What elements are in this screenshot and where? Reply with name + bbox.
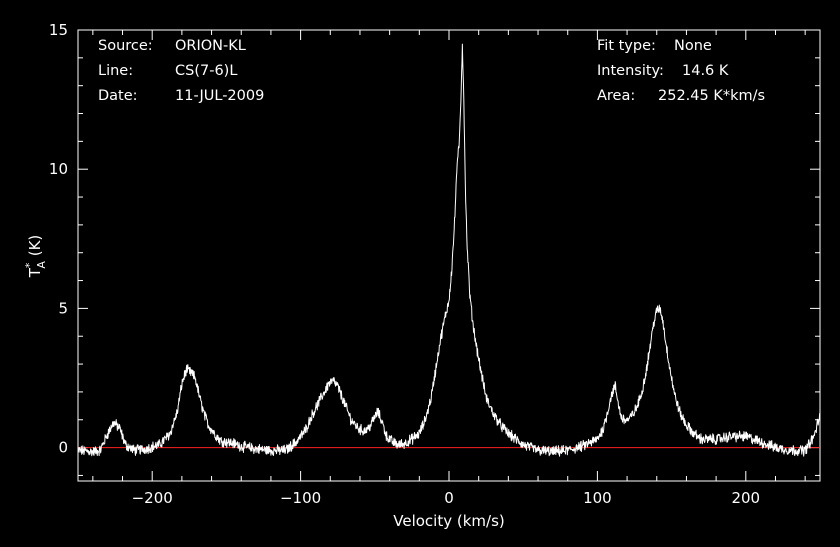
source-value: ORION-KL xyxy=(175,38,246,54)
line-value: CS(7-6)L xyxy=(175,63,237,79)
x-axis-title: Velocity (km/s) xyxy=(393,512,504,530)
axis-ticks xyxy=(78,29,820,481)
area-label: Area: xyxy=(597,88,635,104)
x-tick-label: 0 xyxy=(444,489,454,507)
spectrum-trace xyxy=(77,43,821,457)
line-label: Line: xyxy=(98,63,133,79)
intensity-value: 14.6 K xyxy=(682,63,729,79)
y-axis-title-unit: (K) xyxy=(26,235,44,261)
x-tick-label: 100 xyxy=(583,489,612,507)
area-value: 252.45 K*km/s xyxy=(658,88,765,104)
y-tick-label: 5 xyxy=(58,299,68,317)
x-tick-label: −200 xyxy=(132,489,173,507)
date-value: 11-JUL-2009 xyxy=(175,88,264,104)
source-label: Source: xyxy=(98,38,153,54)
y-tick-label: 15 xyxy=(49,21,68,39)
intensity-label: Intensity: xyxy=(597,63,664,79)
y-tick-label: 10 xyxy=(49,160,68,178)
y-axis-title: T*A (K) xyxy=(23,235,48,279)
y-axis-title-sup: * xyxy=(23,262,36,268)
fit-type-value: None xyxy=(674,38,712,54)
fit-type-label: Fit type: xyxy=(597,38,656,54)
y-tick-label: 0 xyxy=(58,439,68,457)
axis-tick-labels: −200 −100 0 100 200 0 5 10 15 xyxy=(49,21,760,507)
x-tick-label: −100 xyxy=(280,489,321,507)
y-axis-title-base: T xyxy=(26,267,44,278)
y-axis-title-sub: A xyxy=(35,261,48,269)
x-tick-label: 200 xyxy=(731,489,760,507)
date-label: Date: xyxy=(98,88,138,104)
